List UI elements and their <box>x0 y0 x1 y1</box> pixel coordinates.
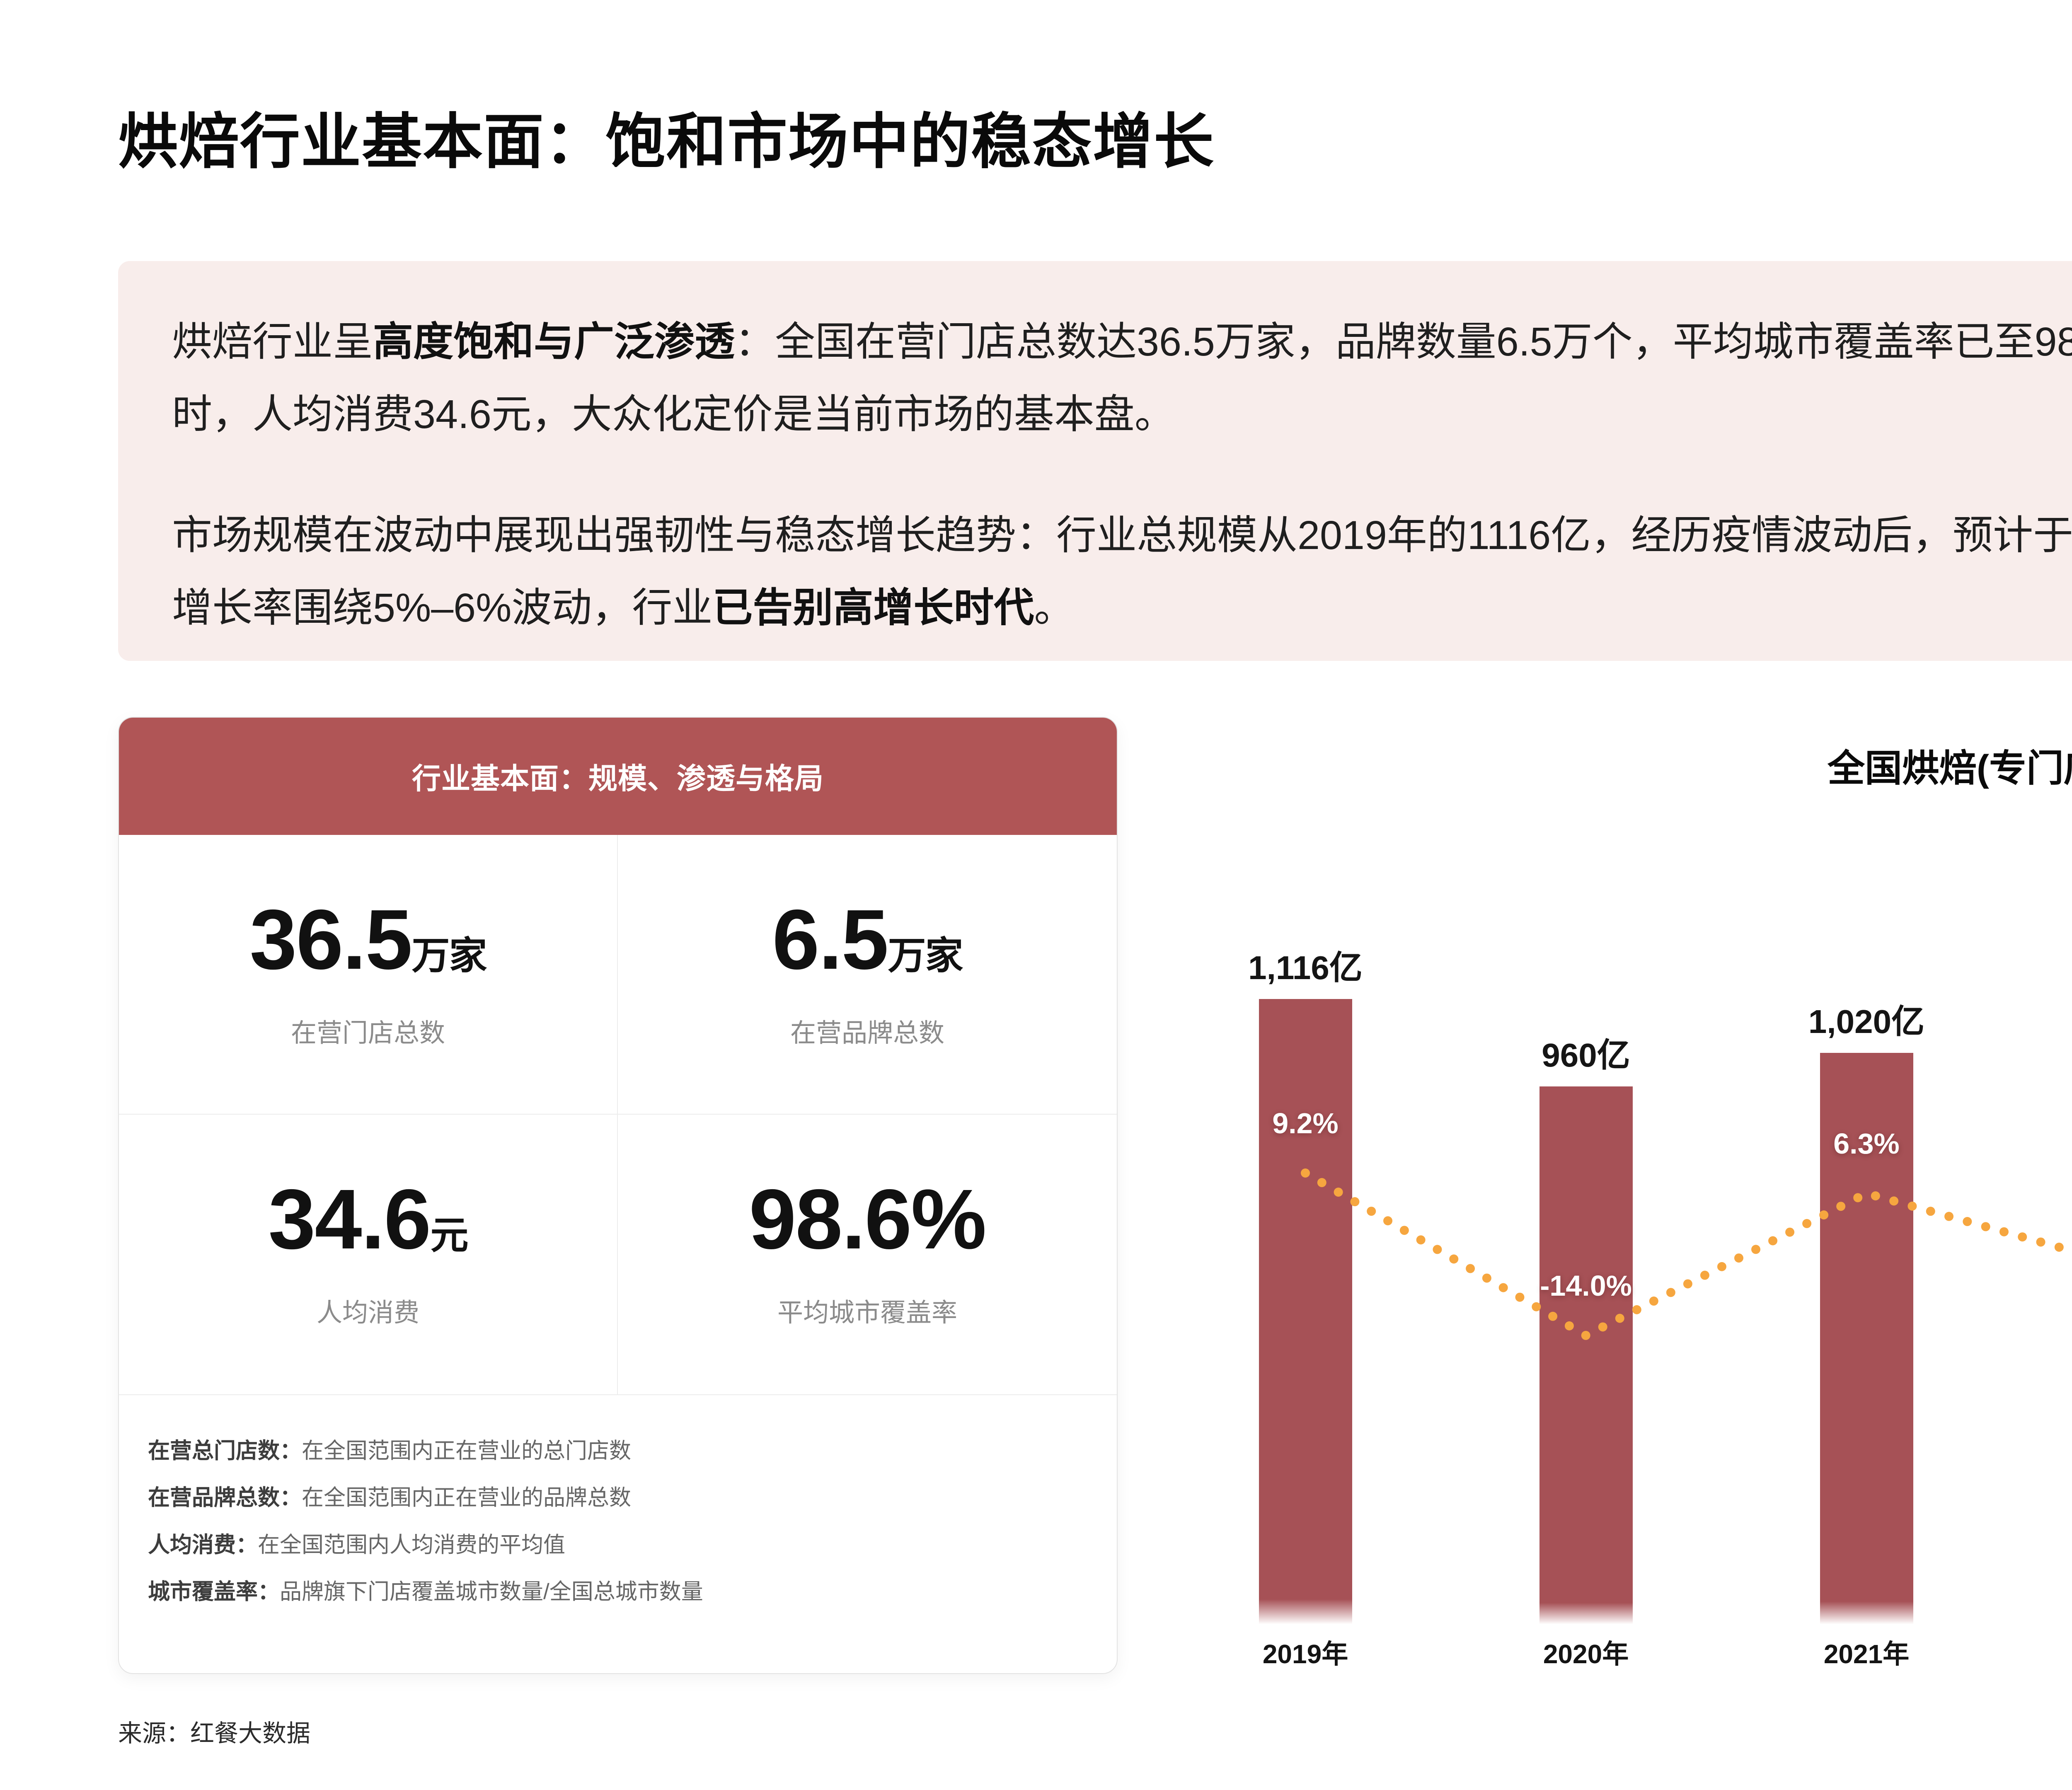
growth-pct-label: 9.2% <box>1272 1107 1339 1139</box>
note-line: 在营品牌总数：在全国范围内正在营业的品牌总数 <box>148 1485 631 1510</box>
summary-paragraph-1: 烘焙行业呈高度饱和与广泛渗透：全国在营门店总数达36.5万家，品牌数量6.5万个… <box>172 319 2072 437</box>
stat-label: 平均城市覆盖率 <box>777 1299 957 1327</box>
bar-2019年 <box>1259 999 1352 1624</box>
stat-label: 在营门店总数 <box>290 1019 445 1047</box>
bar-2020年 <box>1539 1086 1633 1624</box>
stat-value: 6.5万家 <box>772 892 963 987</box>
x-axis-label-2019年: 2019年 <box>1262 1639 1348 1669</box>
stat-store-count: 36.5万家 在营门店总数 <box>119 835 618 1115</box>
chart-canvas: 1,116亿 9.2% 2019年 960亿 -14.0% 2020年 1,020亿 6.3%… <box>1185 936 2072 1699</box>
summary-paragraph-2: 市场规模在波动中展现出强韧性与稳态增长趋势：行业总规模从2019年的1116亿，… <box>172 513 2072 630</box>
industry-stats-card: 行业基本面：规模、渗透与格局 36.5万家 在营门店总数 6.5万家 在营品牌总… <box>118 717 1118 1674</box>
chart-title: 全国烘焙(专门店)市场规模及同比变化 <box>1828 748 2072 789</box>
stat-value: 34.6元 <box>268 1172 468 1267</box>
x-axis-label-2020年: 2020年 <box>1543 1639 1629 1669</box>
stats-grid: 36.5万家 在营门店总数 6.5万家 在营品牌总数 34.6元 人均消费 98… <box>119 835 1117 1394</box>
market-chart-panel: 全国烘焙(专门店)市场规模及同比变化 单位：元/人民币 1,116亿9.2%20… <box>1185 721 2072 1736</box>
stat-value: 36.5万家 <box>249 892 487 987</box>
note-line: 人均消费：在全国范围内人均消费的平均值 <box>148 1532 565 1557</box>
note-line: 在营总门店数：在全国范围内正在营业的总门店数 <box>148 1439 631 1463</box>
growth-dotted-line <box>1301 1168 2072 1341</box>
stat-label: 人均消费 <box>316 1299 419 1327</box>
stat-city-coverage: 98.6% 平均城市覆盖率 <box>618 1115 1117 1394</box>
bar-2021年 <box>1820 1052 1913 1624</box>
note-line: 城市覆盖率：品牌旗下门店覆盖城市数量/全国总城市数量 <box>148 1580 703 1604</box>
summary-box: 烘焙行业呈高度饱和与广泛渗透：全国在营门店总数达36.5万家，品牌数量6.5万个… <box>118 261 2072 661</box>
stats-card-notes: 在营总门店数：在全国范围内正在营业的总门店数 在营品牌总数：在全国范围内正在营业… <box>119 1394 1117 1648</box>
bar-value-label: 1,116亿 <box>1248 949 1363 987</box>
stat-per-capita: 34.6元 人均消费 <box>119 1115 618 1394</box>
stat-value: 98.6% <box>749 1172 986 1267</box>
stats-card-header: 行业基本面：规模、渗透与格局 <box>119 718 1117 835</box>
stat-label: 在营品牌总数 <box>790 1019 944 1047</box>
x-axis-label-2021年: 2021年 <box>1823 1639 1910 1669</box>
growth-pct-label: -14.0% <box>1540 1270 1632 1302</box>
growth-pct-label: 6.3% <box>1833 1127 1900 1160</box>
stat-brand-count: 6.5万家 在营品牌总数 <box>618 835 1117 1115</box>
bar-value-label: 1,020亿 <box>1808 1003 1925 1040</box>
data-source: 来源：红餐大数据 <box>118 1720 311 1747</box>
page-title: 烘焙行业基本面：饱和市场中的稳态增长 <box>118 108 1215 175</box>
bar-value-label: 960亿 <box>1542 1037 1630 1074</box>
